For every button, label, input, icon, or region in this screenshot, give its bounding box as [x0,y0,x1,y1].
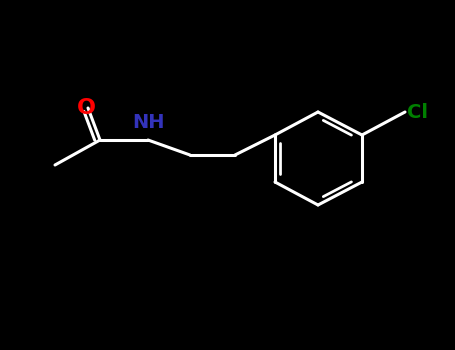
Text: Cl: Cl [406,103,428,121]
Text: NH: NH [132,112,164,132]
Text: O: O [76,98,96,118]
